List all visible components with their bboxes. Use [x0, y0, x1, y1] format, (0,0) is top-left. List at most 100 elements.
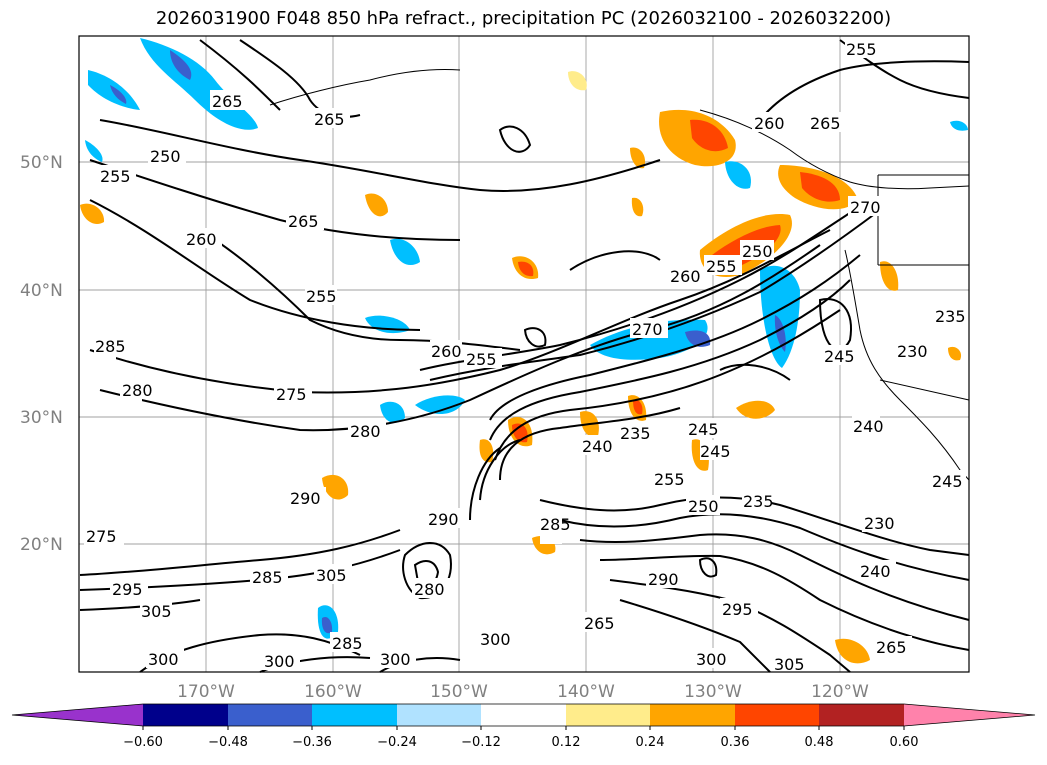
colorbar-tick-label: 0.24: [636, 735, 665, 750]
contour: [99, 119, 661, 192]
shade-spot-22: [950, 120, 968, 131]
shade-area-w: [85, 140, 103, 162]
contour-label: 270: [632, 320, 663, 339]
colorbar-segment: [819, 704, 904, 726]
lat-label-20n: 20°N: [20, 535, 63, 555]
contour-label: 265: [314, 110, 345, 129]
contour: [559, 513, 970, 581]
contour-label: 280: [350, 422, 381, 441]
contour: [579, 533, 970, 621]
colorbar-segment: [228, 704, 312, 726]
shade-spot-23: [948, 346, 962, 361]
shade-spot-20: [630, 147, 646, 169]
contour-label: 245: [700, 442, 731, 461]
contour: [489, 279, 851, 441]
contour: [89, 199, 421, 331]
contour-label: 245: [688, 420, 719, 439]
shade-area-pnw-core: [774, 315, 786, 352]
border-us-mexico: [879, 379, 970, 401]
latitude-labels: 50°N 40°N 30°N 20°N: [20, 153, 63, 555]
coastlines: [269, 69, 970, 481]
contour-label: 265: [212, 92, 243, 111]
contour-label: 250: [150, 147, 181, 166]
contour-label: 305: [774, 655, 805, 674]
contour: [498, 125, 532, 153]
lat-label-30n: 30°N: [20, 408, 63, 428]
contour-label: 265: [876, 638, 907, 657]
shade-spot-17: [880, 261, 899, 291]
contour-label: 245: [824, 347, 855, 366]
contour-label: 255: [654, 470, 685, 489]
shade-spot-2: [390, 238, 420, 266]
coast-gulf-alaska: [699, 109, 970, 190]
lon-label-130w: 130°W: [684, 682, 742, 702]
colorbar-tick-label: −0.60: [123, 735, 163, 750]
contour: [698, 557, 718, 578]
lon-label-140w: 140°W: [557, 682, 615, 702]
colorbar: −0.60 −0.48 −0.36 −0.24 −0.12 0.12 0.24 0.36 0.4…: [11, 703, 1036, 750]
colorbar-tick-label: −0.48: [208, 735, 248, 750]
contour: [818, 298, 852, 351]
colorbar-segment: [650, 704, 735, 726]
contour-label: 255: [100, 167, 131, 186]
shade-spot-6: [415, 395, 465, 415]
colorbar-tick-label: 0.60: [890, 735, 919, 750]
shade-spot-21: [631, 197, 644, 217]
coast-alaska-peninsula: [269, 69, 461, 106]
shade-area-coast-core: [800, 172, 840, 202]
shade-spot-19: [568, 71, 587, 91]
contour-label: 255: [846, 40, 877, 59]
contour-label: 250: [742, 242, 773, 261]
contour-label: 290: [290, 489, 321, 508]
shade-area-nw2-core: [110, 85, 127, 104]
contour-label: 260: [754, 114, 785, 133]
lon-label-150w: 150°W: [430, 682, 488, 702]
shade-spot-5: [380, 401, 405, 423]
contour-label: 285: [540, 515, 571, 534]
contour-label: 300: [696, 650, 727, 669]
colorbar-tick-label: −0.24: [377, 735, 417, 750]
contour: [89, 229, 831, 394]
contour: [523, 327, 547, 348]
contour: [494, 309, 841, 461]
contour-label: 290: [648, 570, 679, 589]
colorbar-tick-label: −0.36: [292, 735, 332, 750]
longitude-labels: 170°W 160°W 150°W 140°W 130°W 120°W: [177, 682, 869, 702]
contour-label: 270: [850, 198, 881, 217]
contour-label: 300: [480, 630, 511, 649]
colorbar-tick-label: −0.12: [461, 735, 501, 750]
lat-label-40n: 40°N: [20, 281, 63, 301]
contour-label: 235: [935, 307, 966, 326]
contour-label: 240: [582, 437, 613, 456]
shade-spot-1: [365, 193, 388, 217]
lon-label-170w: 170°W: [177, 682, 235, 702]
contour-label: 245: [932, 472, 963, 491]
contour-label: 260: [431, 342, 462, 361]
contour-label: 255: [306, 287, 337, 306]
shade-spot-13: [322, 474, 349, 500]
colorbar-segment: [397, 704, 481, 726]
contour: [599, 554, 970, 651]
colorbar-segment: [143, 704, 228, 726]
contour-label: 235: [620, 424, 651, 443]
map-title: 2026031900 F048 850 hPa refract., precip…: [155, 8, 892, 29]
contour: [99, 244, 821, 432]
contour-label: 240: [860, 562, 891, 581]
contour-label: 255: [706, 257, 737, 276]
contour-label: 265: [288, 212, 319, 231]
contour: [489, 254, 861, 421]
contour: [469, 447, 501, 521]
political-borders: [877, 174, 969, 266]
contour-label: 255: [466, 350, 497, 369]
lat-label-50n: 50°N: [20, 153, 63, 173]
lon-label-120w: 120°W: [811, 682, 869, 702]
contour-label: 260: [186, 230, 217, 249]
shade-spot-4-core: [518, 261, 534, 277]
contour-label: 230: [897, 342, 928, 361]
contour-label: 300: [380, 650, 411, 669]
refractivity-contours: [79, 39, 970, 673]
contour-label: 305: [316, 566, 347, 585]
contour-label: 280: [414, 580, 445, 599]
contour-label: 295: [112, 580, 143, 599]
